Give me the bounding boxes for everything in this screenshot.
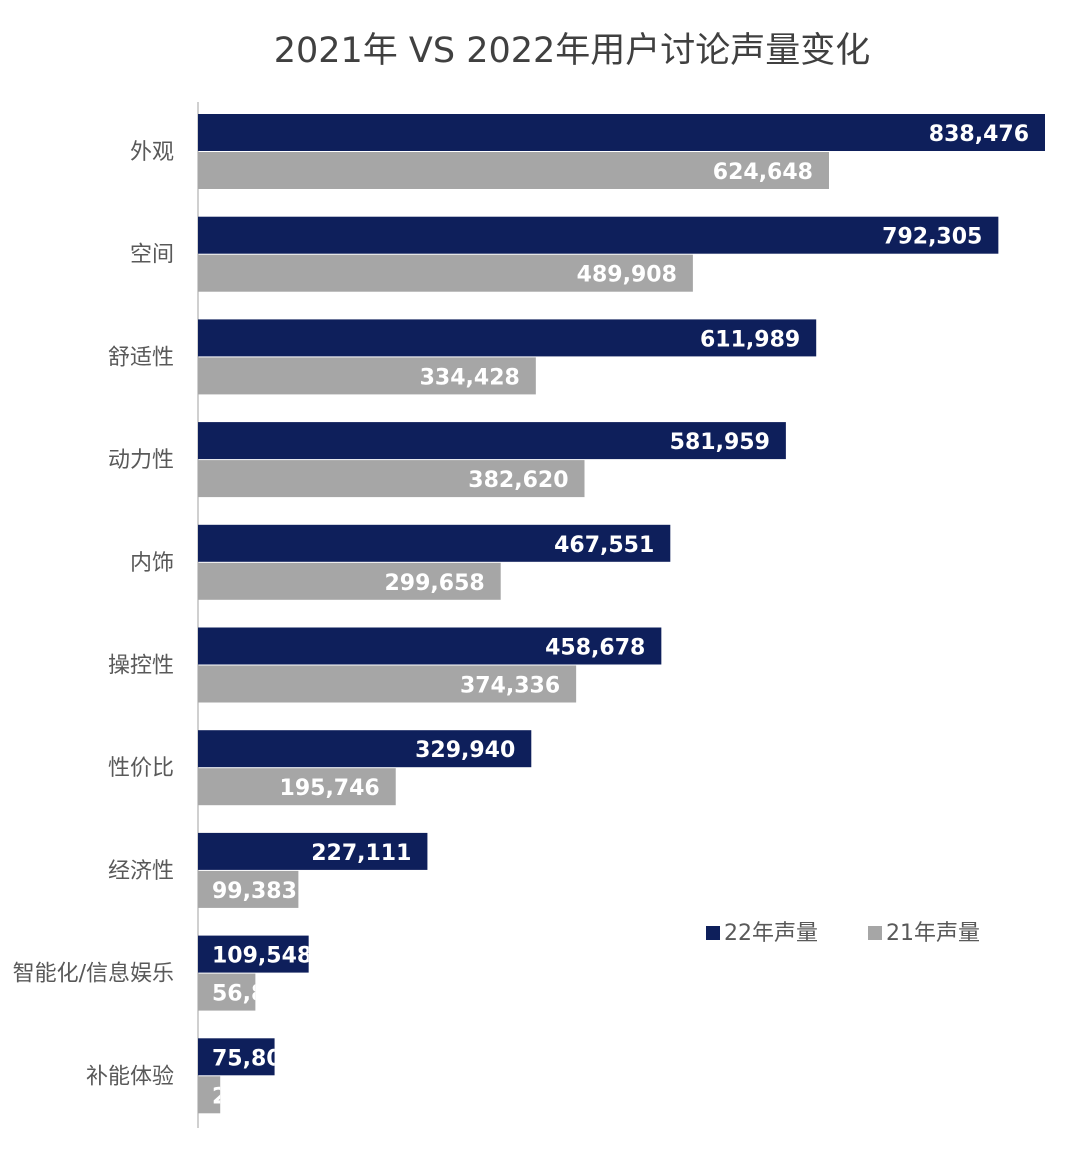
- category-label: 性价比: [108, 756, 174, 781]
- data-label-21: 56,8: [212, 982, 266, 1007]
- bar-21: [198, 254, 693, 292]
- category-label: 动力性: [108, 448, 174, 473]
- data-label-22: 227,111: [311, 841, 411, 866]
- data-label-22: 109,548: [212, 944, 312, 969]
- category-label: 经济性: [108, 859, 174, 884]
- data-label-22: 75,80: [212, 1046, 282, 1071]
- bar-22: [198, 730, 532, 768]
- category-label: 内饰: [130, 551, 174, 576]
- bar-21: [198, 768, 396, 806]
- category-label: 补能体验: [86, 1064, 174, 1089]
- bar-21: [198, 973, 256, 1011]
- category-label: 智能化/信息娱乐: [13, 962, 174, 987]
- data-label-21: 299,658: [385, 571, 485, 596]
- bar-21: [198, 562, 501, 600]
- category-label: 空间: [130, 243, 174, 268]
- legend-swatch-21: [868, 926, 882, 940]
- bar-22: [198, 1038, 275, 1076]
- bar-21: [198, 1076, 221, 1114]
- data-label-21: 374,336: [460, 674, 560, 699]
- data-label-22: 458,678: [545, 636, 645, 661]
- bar-21: [198, 870, 299, 908]
- bar-22: [198, 422, 786, 460]
- data-label-22: 329,940: [415, 738, 515, 763]
- bar-22: [198, 524, 671, 562]
- data-label-21: 334,428: [420, 365, 520, 390]
- bar-21: [198, 357, 536, 395]
- data-label-22: 467,551: [554, 533, 654, 558]
- legend-swatch-22: [706, 926, 720, 940]
- bar-22: [198, 114, 1045, 151]
- bar-22: [198, 216, 999, 254]
- data-label-21: 489,908: [577, 263, 677, 288]
- bar-22: [198, 319, 817, 357]
- data-label-21: 624,648: [713, 160, 813, 185]
- chart-title: 2021年 VS 2022年用户讨论声量变化: [274, 31, 871, 71]
- category-label: 外观: [130, 140, 174, 165]
- category-label: 舒适性: [108, 345, 174, 370]
- data-label-22: 838,476: [929, 122, 1029, 147]
- data-label-21: 2: [212, 1084, 227, 1109]
- data-label-22: 581,959: [670, 430, 770, 455]
- data-label-22: 792,305: [882, 225, 982, 250]
- legend-label-22: 22年声量: [724, 921, 818, 946]
- data-label-21: 382,620: [468, 468, 568, 493]
- bars-layer: 外观 838,476 624,648 空间 792,305 489,908 舒适性 611,9…: [13, 114, 1045, 1114]
- data-label-21: 195,746: [280, 776, 380, 801]
- bar-22: [198, 627, 662, 665]
- bar-22: [198, 935, 309, 973]
- data-label-22: 611,989: [700, 327, 800, 352]
- bar-21: [198, 460, 585, 498]
- bar-22: [198, 832, 428, 870]
- bar-21: [198, 665, 577, 703]
- data-label-21: 99,383: [212, 879, 297, 904]
- category-label: 操控性: [108, 654, 174, 679]
- legend: 22年声量 21年声量: [706, 921, 980, 946]
- legend-label-21: 21年声量: [886, 921, 980, 946]
- bar-21: [198, 152, 829, 189]
